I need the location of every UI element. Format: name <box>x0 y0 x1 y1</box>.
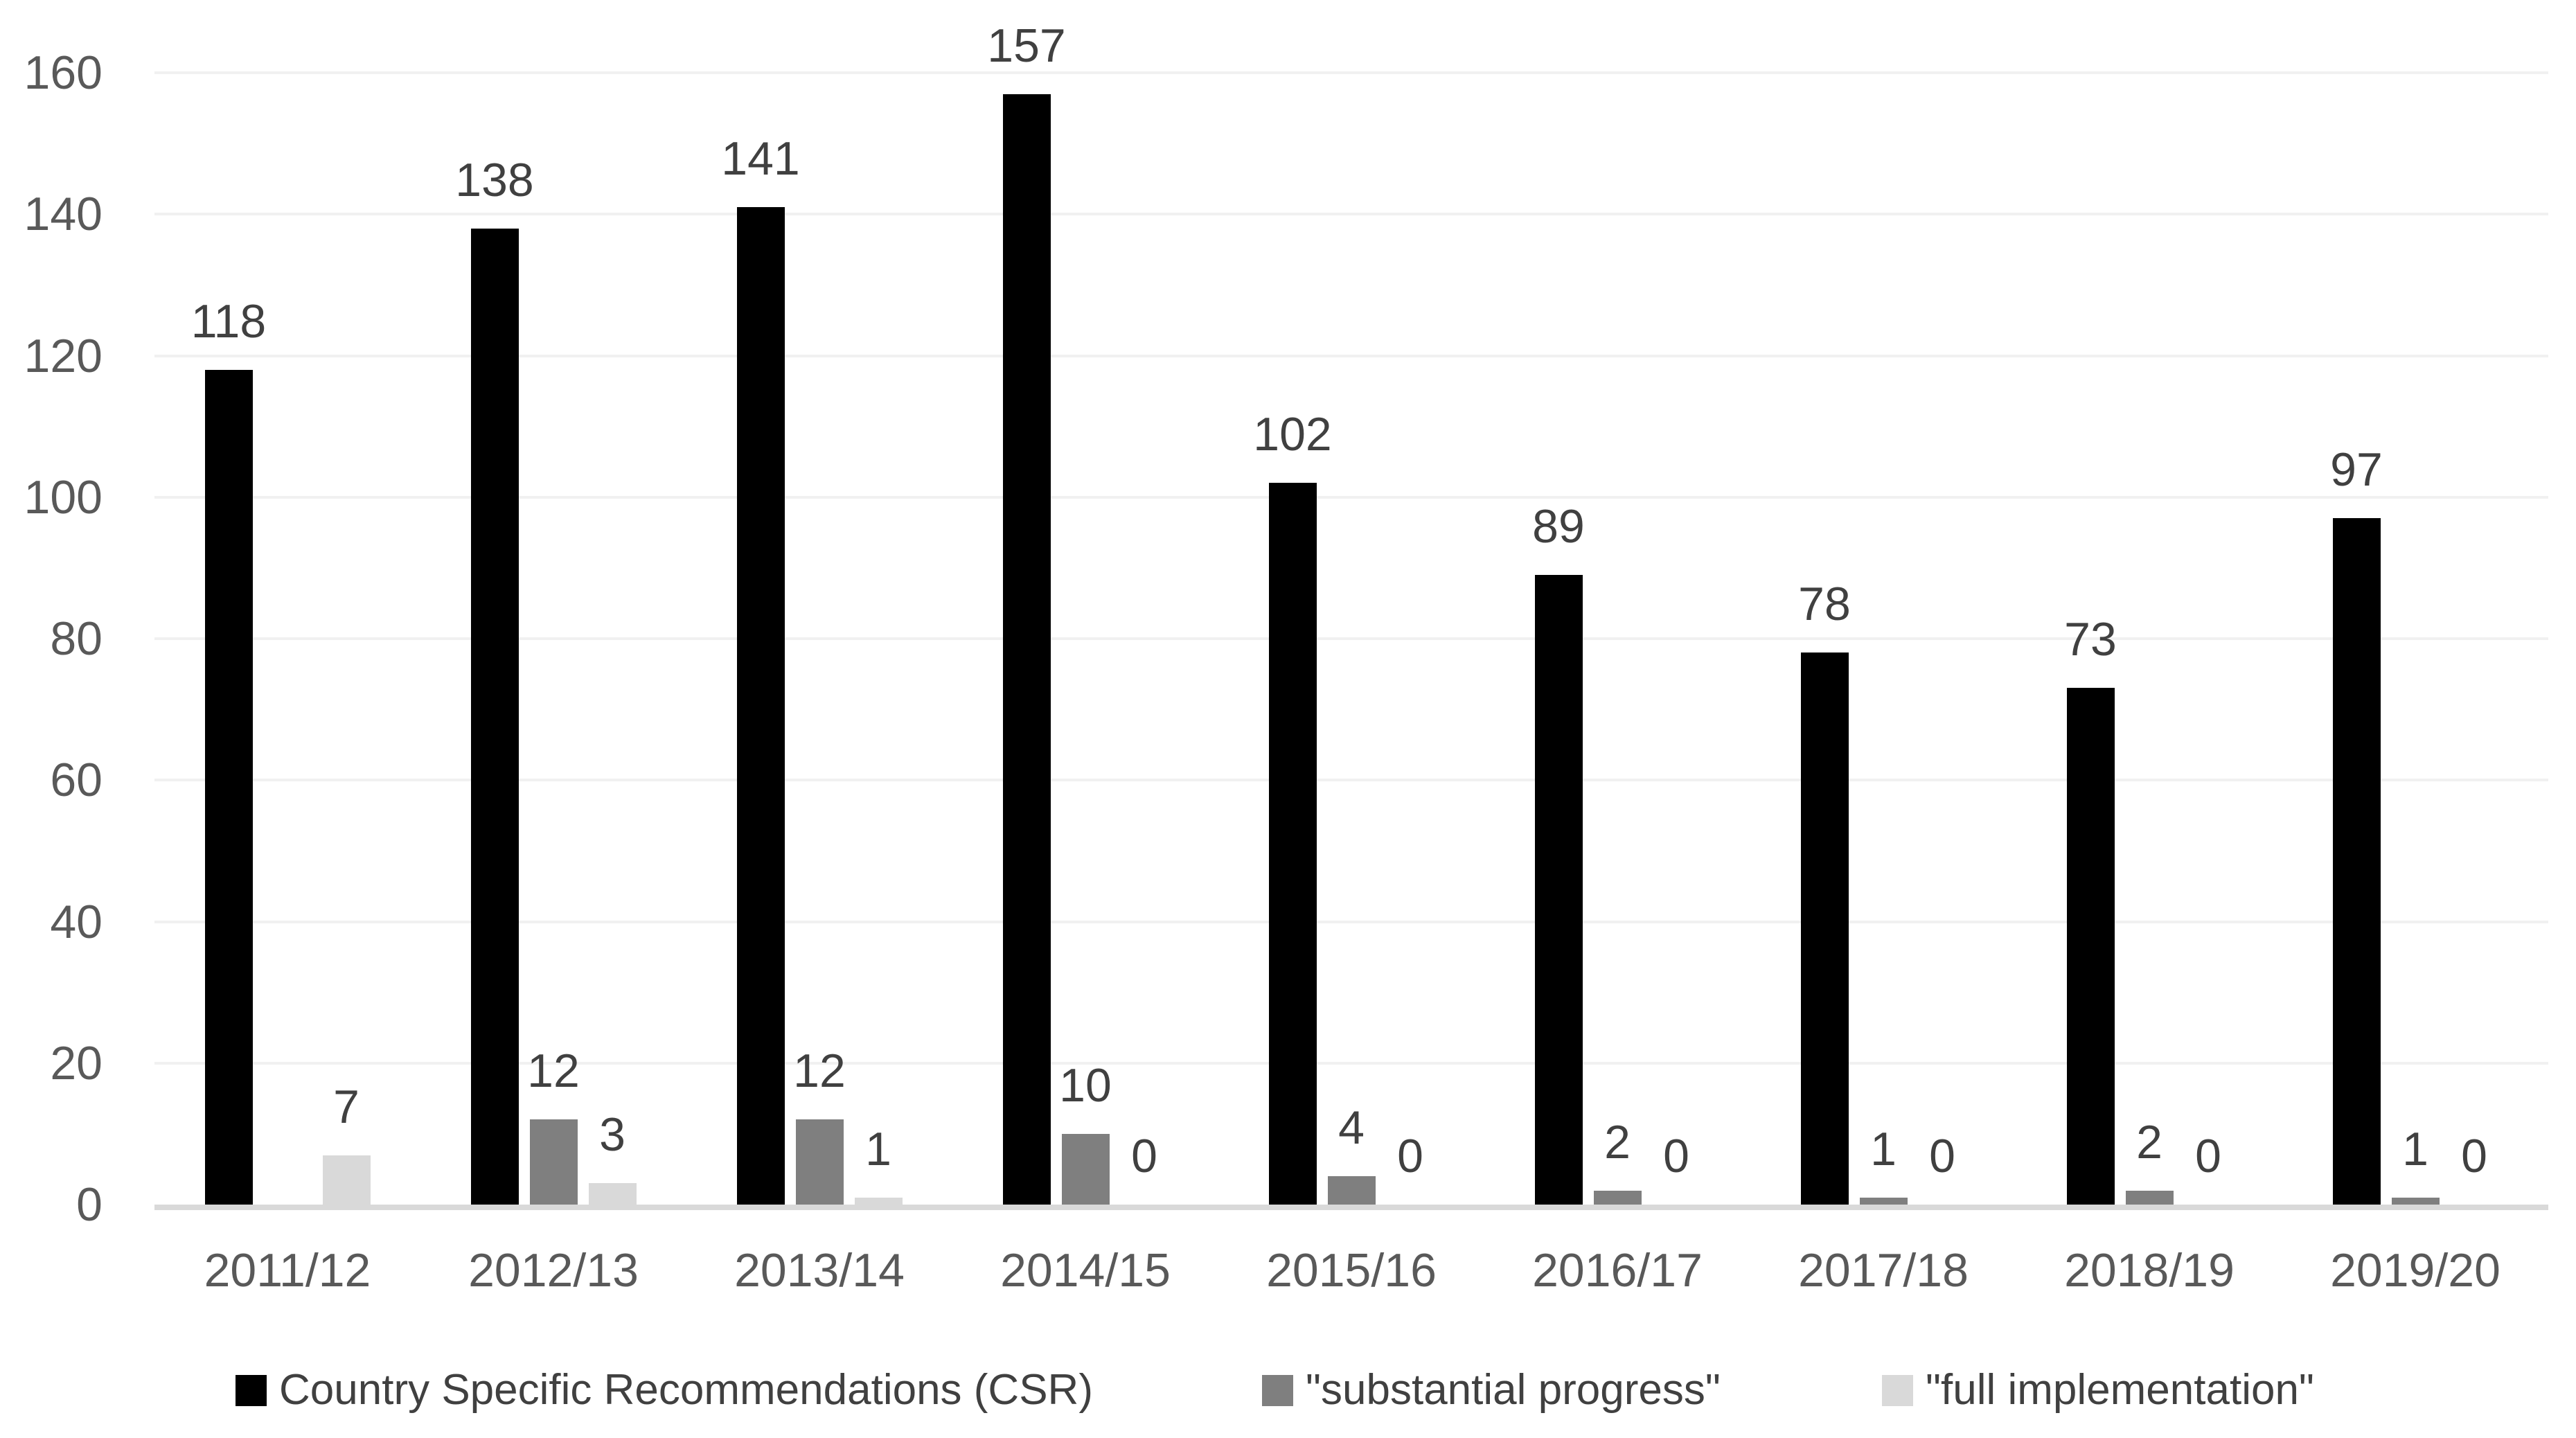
x-axis-category-label: 2019/20 <box>2330 1244 2501 1297</box>
bar <box>1593 1191 1642 1205</box>
bar <box>736 207 785 1205</box>
y-axis-tick-label: 80 <box>50 612 103 665</box>
bar <box>854 1198 903 1205</box>
gridline <box>154 637 2548 640</box>
x-axis-category-label: 2011/12 <box>204 1244 371 1297</box>
bar-value-label: 0 <box>1397 1130 1423 1182</box>
gridline <box>154 354 2548 357</box>
y-axis-tick-label: 120 <box>24 329 103 382</box>
x-axis-category-label: 2015/16 <box>1266 1244 1437 1297</box>
bar <box>1002 94 1051 1205</box>
y-axis-tick-label: 0 <box>76 1178 103 1231</box>
y-axis-tick-label: 20 <box>50 1036 103 1090</box>
y-axis-tick-label: 40 <box>50 895 103 948</box>
y-axis-tick-label: 160 <box>24 46 103 99</box>
bar <box>322 1155 371 1205</box>
x-axis-category-label: 2012/13 <box>468 1244 639 1297</box>
legend-item-label: "substantial progress" <box>1306 1366 1721 1414</box>
legend-item: "substantial progress" <box>1262 1362 1721 1418</box>
bar <box>2391 1198 2440 1205</box>
legend-marker-csr <box>236 1374 267 1406</box>
bar <box>1859 1198 1908 1205</box>
x-axis-category-label: 2016/17 <box>1532 1244 1703 1297</box>
bar <box>1800 653 1849 1205</box>
bar-value-label: 2 <box>1604 1116 1631 1169</box>
bar-value-label: 0 <box>2461 1130 2487 1182</box>
bar-value-label: 0 <box>1663 1130 1689 1182</box>
y-axis-tick-label: 60 <box>50 754 103 807</box>
bar <box>1268 483 1317 1205</box>
bar <box>2066 688 2115 1205</box>
bar-value-label: 1 <box>865 1123 891 1175</box>
gridline <box>154 71 2548 74</box>
gridline <box>154 213 2548 216</box>
x-axis-category-label: 2014/15 <box>1000 1244 1171 1297</box>
legend-item-label: "full implementation" <box>1926 1366 2314 1414</box>
x-axis-category-label: 2018/19 <box>2064 1244 2235 1297</box>
gridline <box>154 1061 2548 1065</box>
legend-item: Country Specific Recommendations (CSR) <box>236 1362 1093 1418</box>
bar-value-label: 12 <box>527 1045 580 1097</box>
bar-value-label: 1 <box>1870 1123 1897 1175</box>
bar <box>529 1119 578 1205</box>
bar <box>1327 1176 1376 1205</box>
gridline <box>154 920 2548 923</box>
bar-value-label: 141 <box>721 132 800 185</box>
bar-value-label: 2 <box>2136 1116 2162 1169</box>
bar <box>204 370 253 1205</box>
x-axis-category-label: 2017/18 <box>1798 1244 1969 1297</box>
bar-value-label: 0 <box>2195 1130 2221 1182</box>
bar-value-label: 138 <box>455 154 534 206</box>
legend-marker-full-implementation <box>1882 1374 1913 1406</box>
bar-value-label: 78 <box>1798 578 1851 630</box>
bar <box>588 1183 637 1205</box>
bar-value-label: 89 <box>1532 500 1585 553</box>
y-axis-tick-label: 100 <box>24 470 103 524</box>
bar-value-label: 0 <box>1131 1130 1157 1182</box>
x-axis-category-label: 2013/14 <box>734 1244 905 1297</box>
bar-value-label: 4 <box>1338 1101 1365 1154</box>
legend-marker-substantial-progress <box>1262 1374 1293 1406</box>
y-axis-tick-label: 140 <box>24 188 103 241</box>
bar <box>1534 575 1583 1205</box>
bar-value-label: 12 <box>793 1045 846 1097</box>
legend-item-label: Country Specific Recommendations (CSR) <box>279 1366 1093 1414</box>
x-axis-line <box>154 1205 2548 1210</box>
bar <box>2332 518 2381 1205</box>
bar-value-label: 157 <box>987 19 1066 72</box>
bar <box>2125 1191 2174 1205</box>
bar-value-label: 73 <box>2064 613 2117 666</box>
legend: Country Specific Recommendations (CSR) "… <box>0 1362 2576 1418</box>
bar <box>1061 1134 1110 1205</box>
bar <box>795 1119 844 1205</box>
bar-value-label: 97 <box>2330 443 2383 496</box>
bar-value-label: 7 <box>333 1081 359 1133</box>
bar-value-label: 102 <box>1253 408 1332 461</box>
bar-value-label: 0 <box>1929 1130 1955 1182</box>
bar-value-label: 1 <box>2402 1123 2428 1175</box>
legend-item: "full implementation" <box>1882 1362 2314 1418</box>
bar-value-label: 3 <box>599 1108 625 1161</box>
gridline <box>154 779 2548 782</box>
bar <box>470 229 519 1205</box>
bar-value-label: 10 <box>1059 1059 1112 1112</box>
gridline <box>154 495 2548 499</box>
bar-value-label: 118 <box>190 295 267 348</box>
